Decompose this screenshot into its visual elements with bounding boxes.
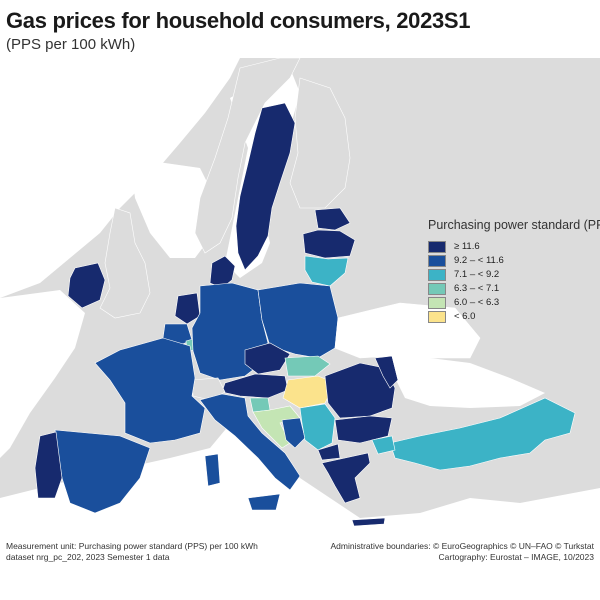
country-bg[interactable]: Bulgaria: [334, 415, 393, 444]
united-kingdom: [99, 207, 151, 319]
country-hr[interactable]: Croatia: [252, 405, 301, 449]
dataset-note: dataset nrg_pc_202, 2023 Semester 1 data: [6, 552, 170, 562]
country-mk[interactable]: North Macedonia: [317, 443, 341, 461]
country-si[interactable]: Slovenia: [249, 397, 271, 413]
map-title: Gas prices for household consumers, 2023…: [6, 8, 471, 33]
black-sea: [395, 358, 545, 408]
country-fi: Finland: [289, 77, 351, 209]
country-gr-crete[interactable]: Greece: [351, 517, 386, 527]
legend-label: 7.1 – < 9.2: [454, 269, 500, 280]
country-hu[interactable]: Hungary: [282, 375, 336, 409]
footer-source-right: Administrative boundaries: © EuroGeograp…: [330, 541, 594, 563]
country-rs[interactable]: Serbia: [299, 403, 336, 451]
legend-swatch: [428, 254, 446, 267]
north-sea: [130, 158, 215, 258]
map-legend: Purchasing power standard (PPS) ≥ 11.6 9…: [428, 218, 600, 324]
legend-label: < 6.0: [454, 311, 476, 322]
legend-label: 6.0 – < 6.3: [454, 297, 500, 308]
country-it-sardinia[interactable]: Italy: [204, 453, 221, 487]
footer-source-left: Measurement unit: Purchasing power stand…: [6, 541, 258, 563]
country-it[interactable]: Italy: [199, 393, 301, 491]
country-se[interactable]: Sweden: [235, 102, 296, 271]
europe-map: Norway Sweden Finland Estonia Latvia Lit…: [0, 58, 600, 536]
mediterranean-sea: [0, 418, 600, 536]
legend-row: 6.3 – < 7.1: [428, 282, 600, 295]
country-tr[interactable]: Türkiye: [389, 397, 576, 471]
country-ee[interactable]: Estonia: [314, 207, 351, 231]
country-ba[interactable]: Bosnia and Herzegovina: [281, 417, 306, 449]
legend-label: ≥ 11.6: [454, 241, 480, 252]
legend-title: Purchasing power standard (PPS): [428, 218, 600, 232]
legend-swatch: [428, 240, 446, 253]
cartography-note: Cartography: Eurostat – IMAGE, 10/2023: [438, 552, 594, 562]
boundaries-note: Administrative boundaries: © EuroGeograp…: [330, 541, 594, 551]
country-fr[interactable]: France: [94, 337, 206, 444]
legend-swatch: [428, 296, 446, 309]
country-it-sicily[interactable]: Italy: [247, 493, 281, 511]
legend-row: 6.0 – < 6.3: [428, 296, 600, 309]
country-no: Norway: [194, 58, 301, 254]
legend-row: ≥ 11.6: [428, 240, 600, 253]
country-nl[interactable]: Netherlands: [174, 292, 201, 325]
legend-row: 9.2 – < 11.6: [428, 254, 600, 267]
country-ie[interactable]: Ireland: [67, 262, 106, 309]
legend-swatch: [428, 268, 446, 281]
legend-row: 7.1 – < 9.2: [428, 268, 600, 281]
legend-swatch: [428, 310, 446, 323]
legend-label: 9.2 – < 11.6: [454, 255, 504, 266]
country-at[interactable]: Austria: [221, 373, 289, 399]
map-subtitle: (PPS per 100 kWh): [6, 36, 136, 53]
country-cz[interactable]: Czechia: [244, 342, 291, 375]
country-lt[interactable]: Lithuania: [304, 255, 349, 287]
country-pt[interactable]: Portugal: [34, 431, 63, 499]
legend-label: 6.3 – < 7.1: [454, 283, 500, 294]
map-area: Norway Sweden Finland Estonia Latvia Lit…: [0, 58, 600, 536]
country-lv[interactable]: Latvia: [302, 229, 356, 259]
legend-row: < 6.0: [428, 310, 600, 323]
atlantic-west-sea: [0, 290, 85, 458]
country-es[interactable]: Spain: [54, 429, 151, 514]
legend-swatch: [428, 282, 446, 295]
country-sk[interactable]: Slovakia: [284, 355, 331, 377]
measurement-unit-note: Measurement unit: Purchasing power stand…: [6, 541, 258, 551]
country-gr[interactable]: Greece: [321, 452, 371, 504]
country-tr-thrace[interactable]: Türkiye: [371, 435, 396, 455]
country-dk[interactable]: Denmark: [209, 255, 236, 289]
country-ro[interactable]: Romania: [324, 362, 396, 419]
atlantic-sea: [0, 58, 240, 298]
country-pl[interactable]: Poland: [257, 282, 339, 359]
